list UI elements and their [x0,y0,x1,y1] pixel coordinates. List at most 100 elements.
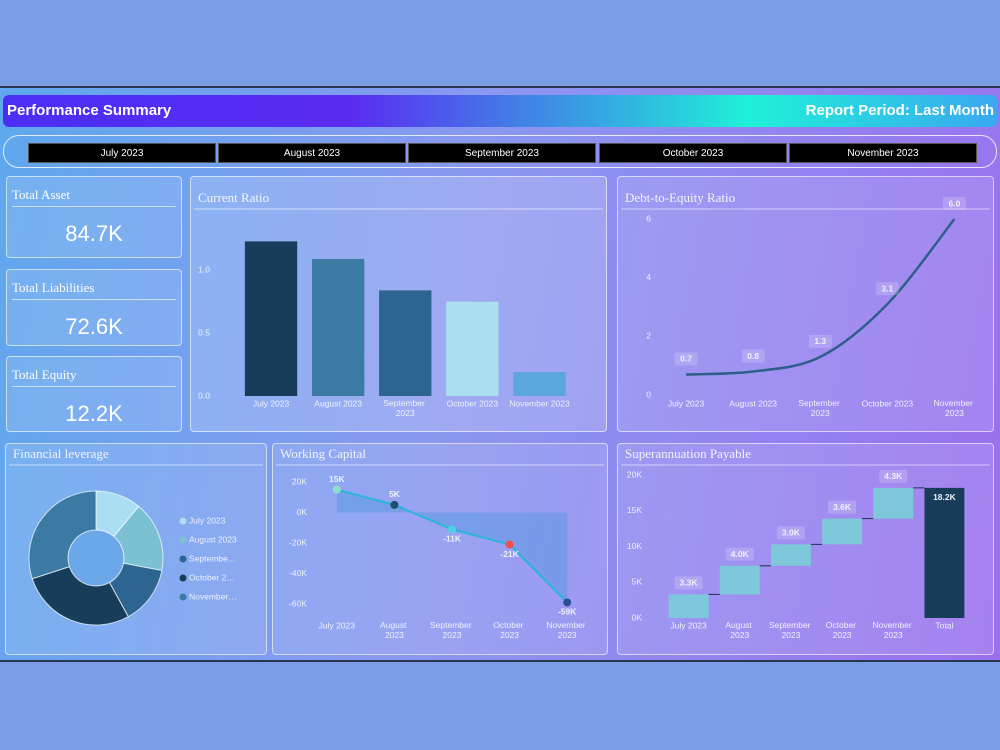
y-tick-label: 0K [297,507,308,517]
x-tick-label: October 2023 [826,620,859,640]
legend-label: November… [189,591,237,601]
bar [513,372,566,396]
point [332,485,341,494]
panel [272,443,608,655]
kpi-value: 84.7K [65,221,123,246]
bar [446,301,499,396]
data-label: 1.3 [814,336,826,346]
step-bar [770,544,811,566]
y-tick-label: -40K [289,568,307,578]
legend-label: August 2023 [189,534,237,544]
data-label: 15K [329,474,345,484]
y-tick-label: 15K [627,505,642,515]
data-label: 4.0K [731,549,750,559]
data-label-box [674,352,698,366]
kpi-value: 12.2K [65,401,123,426]
y-tick-label: 0.0 [198,390,210,400]
x-tick-label: November 2023 [509,398,570,408]
data-label: 3.3K [680,578,699,588]
kpi-label: Total Asset [12,187,176,207]
data-label: 0.7 [680,354,692,364]
data-label-box [674,576,703,590]
y-tick-label: 0 [646,389,651,399]
kpi-value: 72.6K [65,314,123,339]
y-tick-label: 0K [632,612,643,622]
legend-swatch [179,574,187,582]
kpi-card: Total Equity 12.2K [6,356,182,432]
x-tick-label: October 2023 [493,620,526,640]
data-label-box [776,526,805,540]
x-tick-label: July 2023 [670,620,707,630]
x-tick-label: November 2023 [546,620,588,640]
x-tick-label: November 2023 [934,398,976,418]
data-label-box [741,349,765,363]
kpi-card: Total Asset 84.7K [6,176,182,258]
kpi-label: Total Equity [12,367,176,387]
panel [617,176,994,432]
legend-label: Septembe… [189,553,236,563]
slicer: July 2023 August 2023 September 2023 Oct… [3,135,997,168]
bar [311,258,365,396]
line [685,218,956,376]
y-tick-label: 6 [646,213,651,223]
panel-title: Working Capital [280,446,366,461]
x-tick-label: August 2023 [380,620,409,640]
title: Performance Summary [7,102,172,119]
slicer-button[interactable]: November 2023 [789,143,977,163]
point [448,525,456,534]
x-tick-label: August 2023 [314,398,362,408]
y-tick-label: -20K [289,537,307,547]
slicer-button[interactable]: August 2023 [218,143,406,163]
x-tick-label: July 2023 [319,620,356,630]
data-label: -59K [558,607,577,617]
data-label-box [725,547,754,561]
x-tick-label: September 2023 [769,620,813,640]
y-tick-label: 5K [632,577,643,587]
data-label: 4.3K [884,471,903,481]
data-label: 3.0K [782,528,801,538]
y-tick-label: 1.0 [198,265,210,275]
y-tick-label: 20K [627,469,642,479]
panel-title: Financial leverage [13,446,109,461]
legend-swatch [179,593,187,601]
legend-label: October 2… [189,572,235,582]
step-bar [668,594,709,618]
panel-title: Superannuation Payable [625,446,751,461]
data-label: 18.2K [933,492,957,502]
x-tick-label: October 2023 [447,398,499,408]
donut-slice [31,566,129,626]
dashboard [0,86,1000,662]
data-label-box [879,469,908,483]
y-tick-label: 20K [292,476,307,486]
legend-swatch [179,517,187,525]
x-tick-label: October 2023 [862,398,914,408]
legend-label: July 2023 [189,515,226,525]
step-bar [822,518,863,545]
area [336,489,568,603]
slicer-button[interactable]: July 2023 [28,143,216,163]
slicer-button[interactable]: September 2023 [408,143,596,163]
slicer-button[interactable]: October 2023 [599,143,787,163]
data-label-box [808,334,832,348]
data-label: 0.8 [747,351,759,361]
y-tick-label: -60K [289,598,307,608]
x-tick-label: July 2023 [668,398,705,408]
kpi-card: Total Liabilities 72.6K [6,269,182,346]
step-bar [873,487,914,519]
step-bar [719,565,760,595]
bar [379,290,432,396]
x-tick-label: September 2023 [798,398,842,418]
legend-swatch [179,536,187,544]
point [505,540,514,549]
donut-hole [69,531,123,585]
panel-title: Debt-to-Equity Ratio [625,190,735,205]
point [563,598,572,607]
period: Report Period: Last Month [805,102,994,119]
data-label: -11K [443,534,462,544]
y-tick-label: 0.5 [198,327,210,337]
y-tick-label: 4 [646,272,651,282]
header: Performance Summary Report Period: Last … [3,95,997,127]
legend-swatch [179,555,187,563]
bar [244,241,298,396]
